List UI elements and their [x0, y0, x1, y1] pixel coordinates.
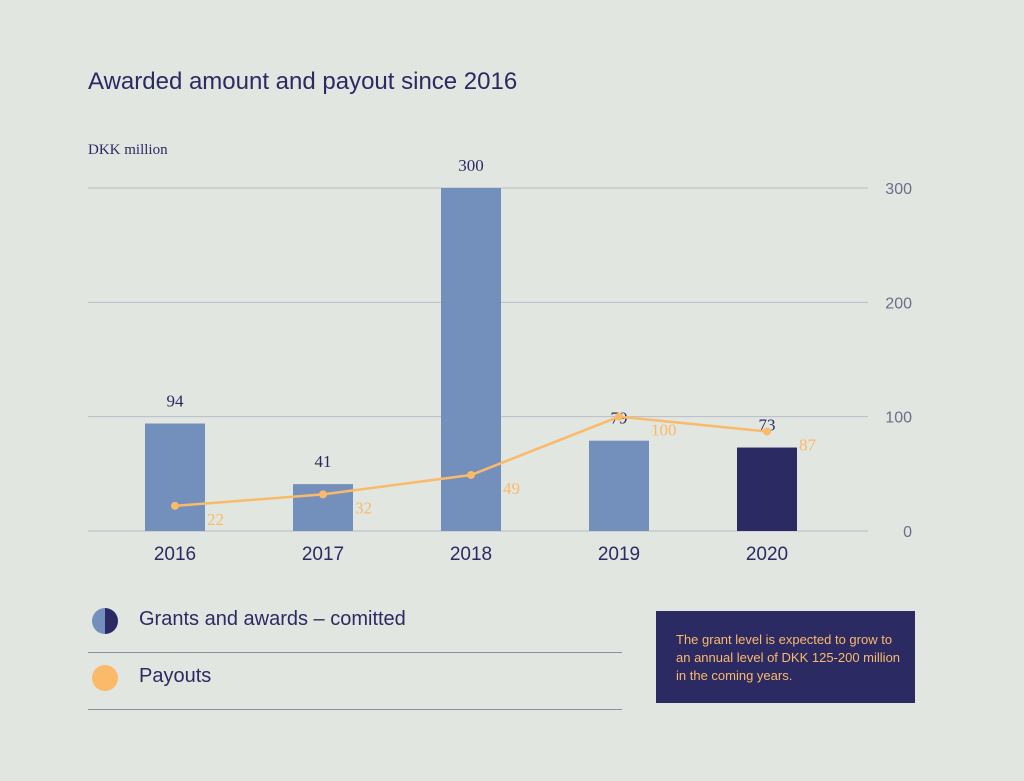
- legend: Grants and awards – comitted Payouts: [88, 596, 622, 710]
- bar-value-label: 41: [315, 452, 332, 471]
- legend-item-payouts: Payouts: [88, 653, 622, 710]
- payouts-point: [615, 412, 623, 421]
- half-circle-icon: [92, 608, 118, 634]
- x-tick-label: 2019: [598, 544, 640, 565]
- payouts-value-label: 100: [651, 421, 677, 440]
- x-tick-label: 2016: [154, 544, 196, 565]
- chart-title: Awarded amount and payout since 2016: [88, 68, 518, 95]
- bar: [441, 188, 501, 531]
- legend-label-grants: Grants and awards – comitted: [139, 608, 406, 630]
- bar-value-label: 73: [759, 416, 776, 435]
- circle-icon: [92, 665, 118, 691]
- payouts-point: [171, 501, 179, 510]
- x-tick-label: 2018: [450, 544, 492, 565]
- x-tick-label: 2020: [746, 544, 788, 565]
- bar: [737, 447, 797, 531]
- payouts-point: [467, 470, 475, 479]
- payouts-point: [319, 490, 327, 499]
- payouts-value-label: 87: [799, 436, 817, 455]
- legend-item-grants: Grants and awards – comitted: [88, 596, 622, 653]
- payouts-value-label: 32: [355, 498, 372, 517]
- bar-value-label: 300: [458, 156, 484, 175]
- legend-label-payouts: Payouts: [139, 665, 212, 687]
- note-box: The grant level is expected to grow to a…: [656, 611, 915, 703]
- y-tick-label: 100: [885, 410, 912, 427]
- payouts-value-label: 22: [207, 510, 224, 529]
- bar: [145, 423, 205, 531]
- bar: [589, 440, 649, 531]
- x-tick-label: 2017: [302, 544, 344, 565]
- payouts-point: [763, 427, 771, 436]
- y-tick-label: 300: [885, 181, 912, 198]
- payouts-value-label: 49: [503, 479, 520, 498]
- chart: 0100200300942016412017300201879201973202…: [88, 156, 912, 565]
- y-tick-label: 200: [885, 295, 912, 312]
- unit-label: DKK million: [88, 142, 168, 158]
- y-tick-label: 0: [903, 524, 912, 541]
- bar-value-label: 94: [167, 392, 185, 411]
